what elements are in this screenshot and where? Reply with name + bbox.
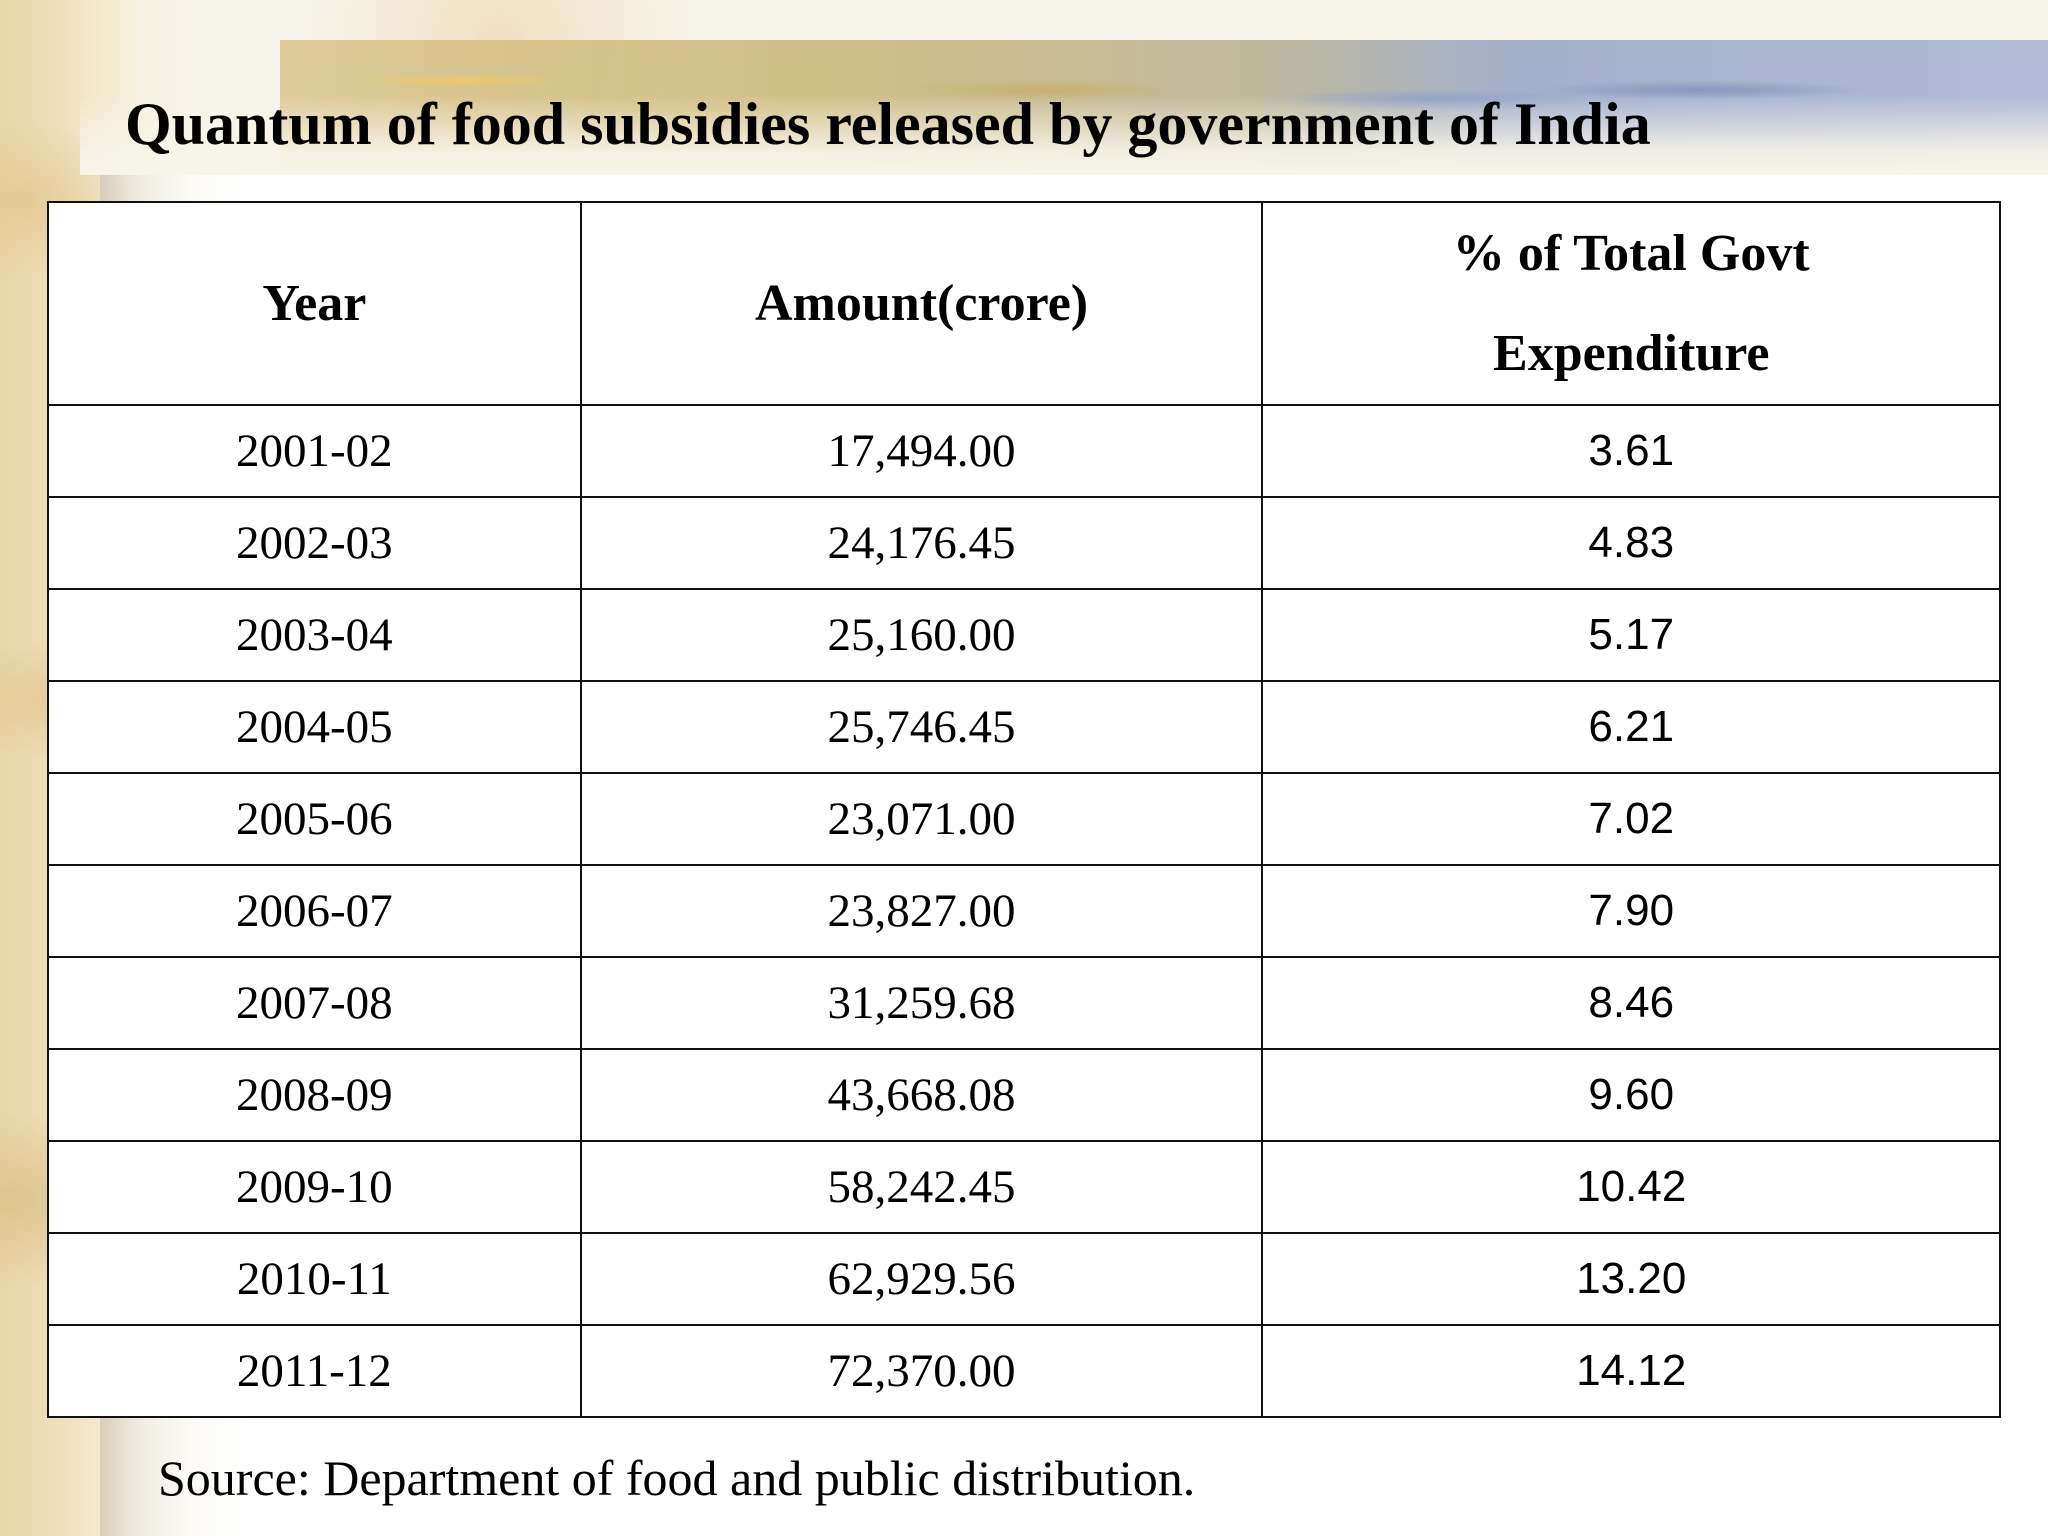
header-amount: Amount(crore) bbox=[581, 202, 1263, 405]
table-header-row: Year Amount(crore) % of Total Govt Expend… bbox=[48, 202, 2000, 405]
source-note: Source: Department of food and public di… bbox=[158, 1448, 1195, 1508]
cell-amount: 72,370.00 bbox=[581, 1325, 1263, 1417]
table-body: 2001-02 17,494.00 3.61 2002-03 24,176.45… bbox=[48, 405, 2000, 1417]
cell-percent: 6.21 bbox=[1262, 681, 2000, 773]
subsidy-table: Year Amount(crore) % of Total Govt Expend… bbox=[47, 201, 2001, 1418]
cell-year: 2009-10 bbox=[48, 1141, 581, 1233]
table-row: 2011-12 72,370.00 14.12 bbox=[48, 1325, 2000, 1417]
cell-amount: 24,176.45 bbox=[581, 497, 1263, 589]
cell-percent: 8.46 bbox=[1262, 957, 2000, 1049]
cell-amount: 17,494.00 bbox=[581, 405, 1263, 497]
table-row: 2009-10 58,242.45 10.42 bbox=[48, 1141, 2000, 1233]
header-percent-line1: % of Total Govt bbox=[1453, 225, 1810, 282]
cell-year: 2003-04 bbox=[48, 589, 581, 681]
table-row: 2004-05 25,746.45 6.21 bbox=[48, 681, 2000, 773]
cell-percent: 9.60 bbox=[1262, 1049, 2000, 1141]
table-row: 2003-04 25,160.00 5.17 bbox=[48, 589, 2000, 681]
cell-percent: 4.83 bbox=[1262, 497, 2000, 589]
cell-percent: 10.42 bbox=[1262, 1141, 2000, 1233]
cell-amount: 62,929.56 bbox=[581, 1233, 1263, 1325]
cell-amount: 58,242.45 bbox=[581, 1141, 1263, 1233]
cell-percent: 3.61 bbox=[1262, 405, 2000, 497]
cell-percent: 5.17 bbox=[1262, 589, 2000, 681]
cell-year: 2010-11 bbox=[48, 1233, 581, 1325]
table-row: 2002-03 24,176.45 4.83 bbox=[48, 497, 2000, 589]
table-row: 2007-08 31,259.68 8.46 bbox=[48, 957, 2000, 1049]
cell-year: 2004-05 bbox=[48, 681, 581, 773]
header-year: Year bbox=[48, 202, 581, 405]
cell-percent: 7.02 bbox=[1262, 773, 2000, 865]
table-row: 2005-06 23,071.00 7.02 bbox=[48, 773, 2000, 865]
cell-year: 2008-09 bbox=[48, 1049, 581, 1141]
cell-amount: 23,827.00 bbox=[581, 865, 1263, 957]
cell-year: 2007-08 bbox=[48, 957, 581, 1049]
cell-year: 2005-06 bbox=[48, 773, 581, 865]
cell-year: 2002-03 bbox=[48, 497, 581, 589]
slide-title: Quantum of food subsidies released by go… bbox=[125, 86, 1651, 162]
header-percent-expenditure: % of Total Govt Expenditure bbox=[1262, 202, 2000, 405]
table-row: 2001-02 17,494.00 3.61 bbox=[48, 405, 2000, 497]
cell-amount: 25,746.45 bbox=[581, 681, 1263, 773]
cell-year: 2006-07 bbox=[48, 865, 581, 957]
table-row: 2006-07 23,827.00 7.90 bbox=[48, 865, 2000, 957]
cell-amount: 25,160.00 bbox=[581, 589, 1263, 681]
cell-percent: 7.90 bbox=[1262, 865, 2000, 957]
table-row: 2008-09 43,668.08 9.60 bbox=[48, 1049, 2000, 1141]
cell-percent: 13.20 bbox=[1262, 1233, 2000, 1325]
cell-year: 2001-02 bbox=[48, 405, 581, 497]
cell-amount: 23,071.00 bbox=[581, 773, 1263, 865]
cell-amount: 31,259.68 bbox=[581, 957, 1263, 1049]
table-row: 2010-11 62,929.56 13.20 bbox=[48, 1233, 2000, 1325]
cell-amount: 43,668.08 bbox=[581, 1049, 1263, 1141]
cell-year: 2011-12 bbox=[48, 1325, 581, 1417]
header-percent-line2: Expenditure bbox=[1493, 325, 1769, 382]
cell-percent: 14.12 bbox=[1262, 1325, 2000, 1417]
